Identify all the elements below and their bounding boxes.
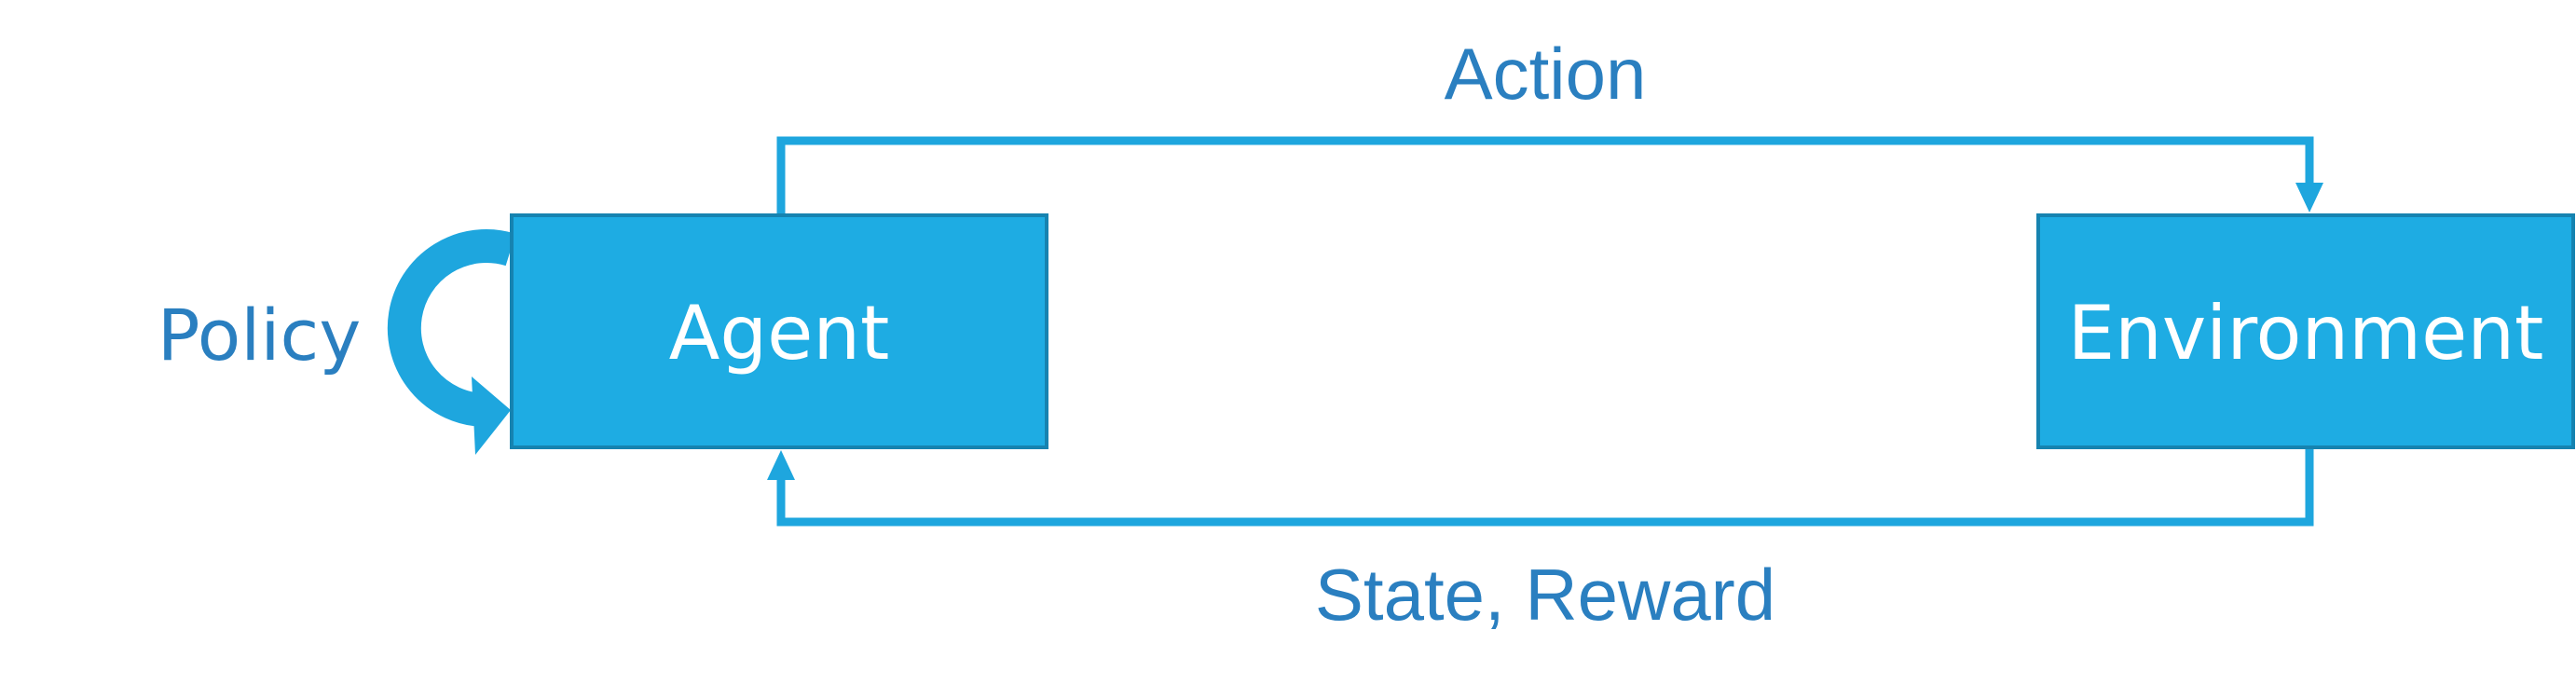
agent-node: Agent (510, 213, 1048, 449)
policy-label: Policy (158, 294, 362, 377)
policy-loop (387, 229, 516, 455)
state-reward-connector (767, 447, 2314, 527)
policy-loop-arrowhead (472, 377, 511, 455)
action-connector (776, 136, 2323, 216)
state-reward-arrowhead (767, 450, 795, 480)
environment-box (2036, 213, 2575, 449)
environment-node: Environment (2036, 213, 2575, 449)
policy-loop-arc (387, 229, 516, 427)
agent-box (510, 213, 1048, 449)
state-reward-line (776, 447, 2314, 527)
action-line (776, 136, 2314, 216)
environment-label: Environment (2068, 290, 2544, 377)
action-label: Action (1445, 33, 1647, 115)
agent-label: Agent (669, 290, 890, 377)
action-arrowhead (2295, 183, 2323, 212)
state-reward-label: State, Reward (1315, 554, 1775, 636)
